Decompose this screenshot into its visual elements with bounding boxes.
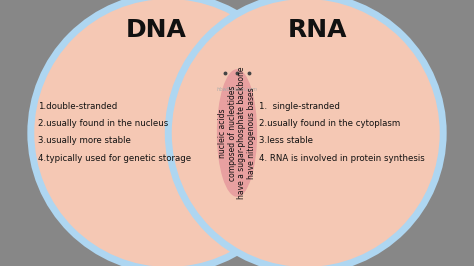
Ellipse shape [217, 69, 257, 197]
Text: 4.typically used for genetic storage: 4.typically used for genetic storage [38, 154, 191, 163]
Text: nucleic acids: nucleic acids [218, 108, 227, 158]
Text: DNA: DNA [126, 18, 187, 42]
Text: HowBiotech.com: HowBiotech.com [217, 87, 257, 92]
Text: 2.usually found in the nucleus: 2.usually found in the nucleus [38, 119, 168, 128]
Text: 4. RNA is involved in protein synthesis: 4. RNA is involved in protein synthesis [259, 154, 425, 163]
Ellipse shape [31, 0, 306, 266]
Text: have nitrogenous bases: have nitrogenous bases [247, 87, 256, 179]
Text: have a sugar-phosphate backbone: have a sugar-phosphate backbone [237, 67, 246, 199]
Text: 1.double-stranded: 1.double-stranded [38, 102, 117, 111]
Text: RNA: RNA [288, 18, 347, 42]
Text: 3.usually more stable: 3.usually more stable [38, 136, 131, 146]
Text: 3.less stable: 3.less stable [259, 136, 313, 146]
Text: 2.usually found in the cytoplasm: 2.usually found in the cytoplasm [259, 119, 401, 128]
Text: 1.  single-stranded: 1. single-stranded [259, 102, 340, 111]
Text: composed of nucleotides: composed of nucleotides [228, 85, 237, 181]
Ellipse shape [168, 0, 443, 266]
